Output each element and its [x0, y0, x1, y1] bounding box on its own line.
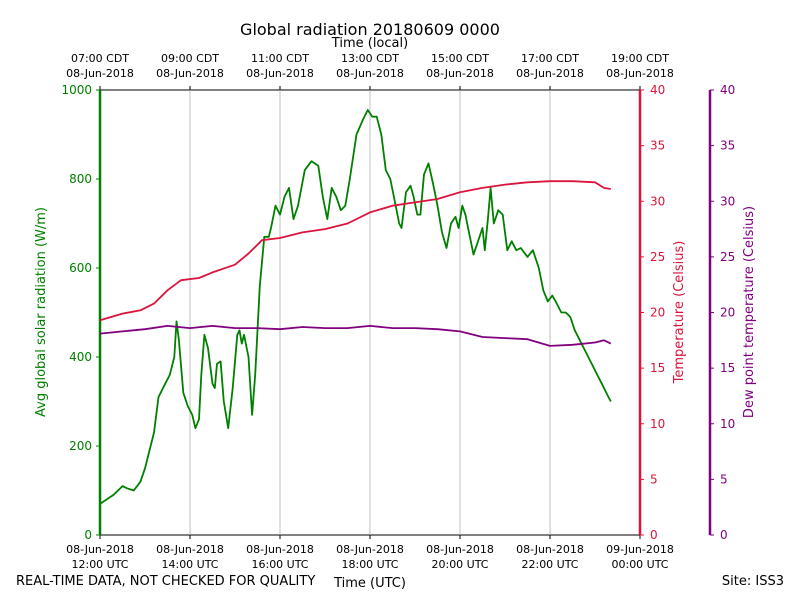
radiation-tick-label: 400: [69, 350, 92, 364]
temperature-tick-label: 5: [650, 472, 658, 486]
x-tick-label-date: 08-Jun-2018: [156, 543, 224, 556]
dewpoint-tick-label: 15: [720, 361, 735, 375]
temperature-tick-label: 30: [650, 194, 665, 208]
x-tick-label-time: 00:00 UTC: [611, 558, 668, 571]
temperature-tick-label: 40: [650, 83, 665, 97]
x2-tick-label-time: 15:00 CDT: [431, 52, 489, 65]
x-tick-label-time: 22:00 UTC: [521, 558, 578, 571]
temperature-tick-label: 20: [650, 306, 665, 320]
radiation-tick-label: 600: [69, 261, 92, 275]
x2-tick-label-date: 08-Jun-2018: [336, 67, 404, 80]
dewpoint-tick-label: 10: [720, 417, 735, 431]
x-axis-title: Time (UTC): [333, 576, 406, 591]
series-line-temperature: [99, 180, 611, 322]
x-tick-label-date: 08-Jun-2018: [516, 543, 584, 556]
x2-tick-label-date: 08-Jun-2018: [66, 67, 134, 80]
chart-title: Global radiation 20180609 0000: [240, 20, 500, 39]
x-tick-label-time: 18:00 UTC: [341, 558, 398, 571]
x2-tick-label-time: 09:00 CDT: [161, 52, 219, 65]
radiation-tick-label: 1000: [61, 83, 92, 97]
x-tick-label-time: 20:00 UTC: [431, 558, 488, 571]
site-label: Site: ISS3: [721, 574, 784, 589]
x-tick-label-date: 09-Jun-2018: [606, 543, 674, 556]
quality-disclaimer: REAL-TIME DATA, NOT CHECKED FOR QUALITY: [16, 574, 316, 589]
dewpoint-tick-label: 25: [720, 250, 735, 264]
x2-tick-label-date: 08-Jun-2018: [606, 67, 674, 80]
x-tick-label-time: 14:00 UTC: [161, 558, 218, 571]
dewpoint-tick-label: 30: [720, 194, 735, 208]
radiation-tick-label: 200: [69, 439, 92, 453]
dewpoint-axis-title: Dew point temperature (Celsius): [742, 206, 757, 418]
x2-tick-label-date: 08-Jun-2018: [156, 67, 224, 80]
temperature-axis-title: Temperature (Celsius): [672, 241, 687, 385]
x-tick-label-time: 16:00 UTC: [251, 558, 308, 571]
x2-tick-label-time: 11:00 CDT: [251, 52, 309, 65]
x2-tick-label-date: 08-Jun-2018: [426, 67, 494, 80]
x2-tick-label-time: 07:00 CDT: [71, 52, 129, 65]
dewpoint-tick-label: 20: [720, 306, 735, 320]
x-tick-label-date: 08-Jun-2018: [426, 543, 494, 556]
temperature-tick-label: 15: [650, 361, 665, 375]
series-line-dewpoint: [99, 324, 612, 347]
x2-tick-label-date: 08-Jun-2018: [246, 67, 314, 80]
dewpoint-tick-label: 40: [720, 83, 735, 97]
temperature-tick-label: 35: [650, 139, 665, 153]
x-tick-label-time: 12:00 UTC: [71, 558, 128, 571]
x2-axis-title: Time (local): [331, 36, 408, 51]
temperature-tick-label: 0: [650, 528, 658, 542]
x-tick-label-date: 08-Jun-2018: [66, 543, 134, 556]
radiation-tick-label: 0: [84, 528, 92, 542]
x2-tick-label-time: 13:00 CDT: [341, 52, 399, 65]
dewpoint-tick-label: 5: [720, 472, 728, 486]
radiation-tick-label: 800: [69, 172, 92, 186]
x2-tick-label-time: 19:00 CDT: [611, 52, 669, 65]
series-line-radiation: [99, 109, 612, 505]
x2-tick-label-time: 17:00 CDT: [521, 52, 579, 65]
temperature-tick-label: 10: [650, 417, 665, 431]
temperature-tick-label: 25: [650, 250, 665, 264]
dewpoint-tick-label: 35: [720, 139, 735, 153]
x-tick-label-date: 08-Jun-2018: [336, 543, 404, 556]
x-tick-label-date: 08-Jun-2018: [246, 543, 314, 556]
radiation-axis-title: Avg global solar radiation (W/m): [34, 207, 49, 417]
dewpoint-tick-label: 0: [720, 528, 728, 542]
x2-tick-label-date: 08-Jun-2018: [516, 67, 584, 80]
